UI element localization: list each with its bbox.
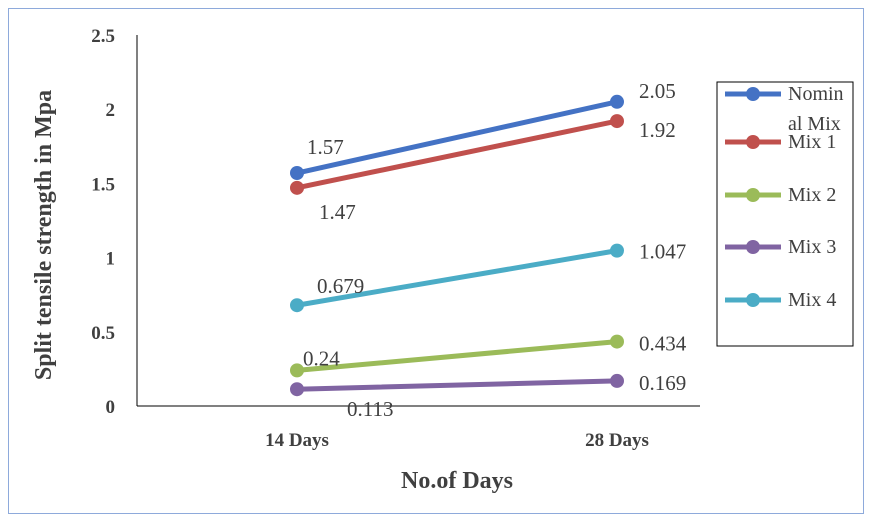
series-line	[294, 99, 620, 176]
legend-marker	[746, 188, 760, 202]
data-label: 1.57	[307, 135, 344, 159]
series-layer	[290, 94, 624, 397]
data-label: 0.113	[347, 397, 393, 421]
x-tick-label: 14 Days	[265, 430, 329, 451]
data-label: 1.47	[319, 200, 356, 224]
legend-label: al Mix	[788, 113, 841, 135]
series-line	[294, 248, 620, 308]
series-mix-4	[290, 243, 624, 313]
legend-item: Mix 2	[725, 184, 836, 206]
legend-item: Mix 3	[725, 236, 836, 258]
data-label: 0.434	[639, 332, 687, 356]
legend-marker	[746, 87, 760, 101]
y-tick-label: 1	[106, 249, 116, 270]
data-label: 0.24	[303, 346, 340, 370]
y-tick-label: 2.5	[91, 26, 115, 47]
data-point	[290, 382, 304, 397]
y-axis-title: Split tensile strength in Mpa	[31, 90, 57, 380]
data-label: 1.047	[639, 240, 686, 264]
x-axis-ticks: 14 Days 28 Days	[265, 430, 649, 451]
y-tick-label: 0	[106, 397, 116, 418]
x-axis-title: No.of Days	[401, 468, 513, 494]
data-point	[290, 363, 304, 378]
data-point	[290, 180, 304, 195]
legend-item: Mix 4	[725, 289, 836, 311]
legend-label: Mix 1	[788, 131, 836, 153]
series-mix-3	[290, 373, 624, 397]
legend-item: Nomin al Mix	[725, 83, 844, 135]
legend-marker	[746, 135, 760, 149]
legend-marker	[746, 240, 760, 254]
legend-label: Mix 3	[788, 236, 836, 258]
legend-label: Mix 4	[788, 289, 836, 311]
legend-marker	[746, 293, 760, 307]
data-labels: 1.57 2.05 1.47 1.92 0.24 0.434 0.113 0.169 0.679…	[303, 79, 687, 421]
data-label: 0.679	[317, 274, 364, 298]
data-label: 1.92	[639, 118, 676, 142]
data-label: 0.169	[639, 371, 686, 395]
legend-label: Nomin	[788, 83, 844, 105]
y-tick-label: 1.5	[91, 174, 115, 195]
series-line	[294, 339, 620, 373]
series-line	[294, 118, 620, 191]
y-tick-label: 0.5	[91, 323, 115, 344]
data-point	[290, 298, 304, 313]
y-axis-ticks: 0 0.5 1 1.5 2 2.5	[91, 26, 115, 418]
data-point	[290, 166, 304, 181]
data-point	[610, 243, 624, 258]
data-point	[610, 114, 624, 129]
series-mix-2	[290, 334, 624, 378]
y-tick-label: 2	[106, 100, 116, 121]
series-mix-1	[290, 114, 624, 195]
data-point	[610, 334, 624, 349]
data-label: 2.05	[639, 79, 676, 103]
legend-label: Mix 2	[788, 184, 836, 206]
x-tick-label: 28 Days	[585, 430, 649, 451]
series-line	[294, 378, 620, 392]
data-point	[610, 94, 624, 109]
legend-item: Mix 1	[725, 131, 836, 153]
data-point	[610, 373, 624, 388]
series-nominal-mix	[290, 94, 624, 181]
